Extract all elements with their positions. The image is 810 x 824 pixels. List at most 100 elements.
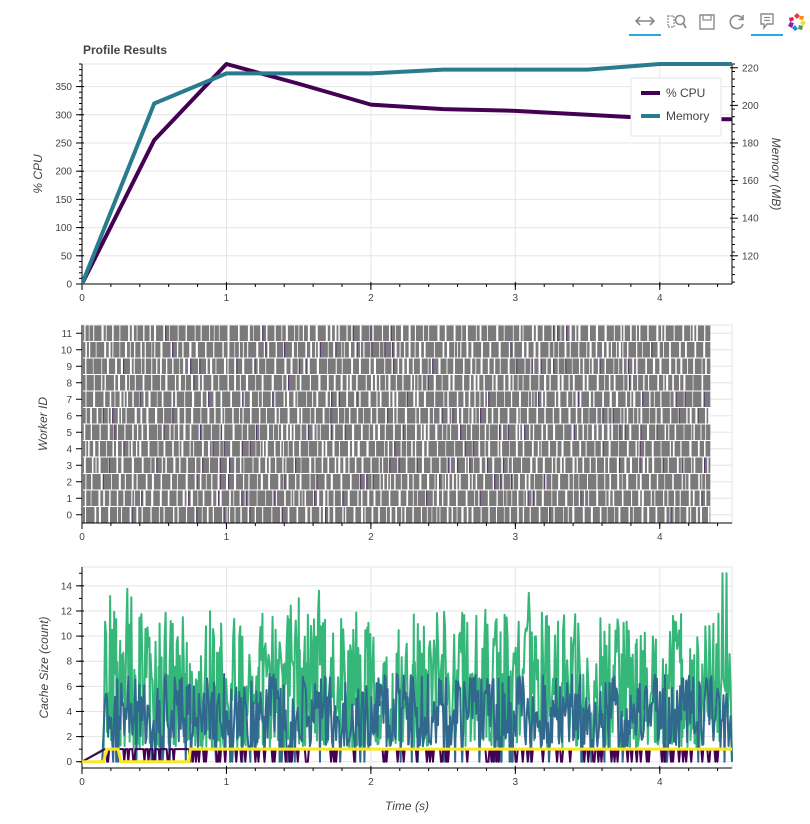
task-gap: [466, 325, 468, 341]
task-gap: [300, 424, 302, 440]
task-gap: [572, 507, 575, 523]
task-gap: [483, 375, 485, 391]
bokeh-logo-button[interactable]: [781, 8, 810, 36]
hover-tool-button[interactable]: [751, 8, 783, 36]
task-gap: [530, 391, 532, 407]
task-gap: [523, 490, 525, 506]
task-accent: [108, 457, 110, 473]
task-gap: [247, 342, 249, 358]
y-tick-label: 2: [66, 732, 72, 743]
task-gap: [404, 408, 408, 424]
task-gap: [400, 325, 404, 341]
task-gap: [293, 490, 295, 506]
task-gap: [593, 391, 595, 407]
task-gap: [479, 325, 482, 341]
task-gap: [604, 358, 606, 374]
task-gap: [315, 342, 317, 358]
task-accent: [241, 441, 243, 457]
task-gap: [427, 358, 429, 374]
save-tool-button[interactable]: [691, 8, 723, 36]
task-gap: [417, 375, 419, 391]
task-gap: [237, 325, 240, 341]
task-gap: [661, 325, 663, 341]
task-gap: [679, 507, 681, 523]
task-gap: [354, 457, 357, 473]
task-gap: [538, 358, 541, 374]
task-gap: [287, 408, 290, 424]
task-gap: [604, 474, 606, 490]
task-gap: [95, 342, 97, 358]
task-gap: [201, 441, 204, 457]
task-gap: [314, 457, 316, 473]
task-gap: [201, 375, 204, 391]
task-gap: [578, 474, 580, 490]
task-gap: [406, 441, 407, 457]
task-gap: [319, 507, 321, 523]
task-gap: [568, 474, 570, 490]
task-gap: [430, 457, 432, 473]
task-gap: [468, 474, 470, 490]
task-gap: [596, 490, 599, 506]
y2-tick-label: 200: [742, 101, 759, 112]
task-gap: [85, 474, 87, 490]
task-gap: [511, 457, 513, 473]
task-gap: [154, 342, 156, 358]
task-gap: [609, 474, 612, 490]
x-tick-label: 3: [513, 532, 519, 543]
task-gap: [272, 490, 274, 506]
task-gap: [618, 441, 619, 457]
task-gap: [416, 391, 419, 407]
task-gap: [318, 375, 321, 391]
task-gap: [260, 441, 261, 457]
task-gap: [275, 457, 277, 473]
x-axis-label: Time (s): [385, 799, 429, 813]
task-gap: [93, 325, 95, 341]
pan-tool-button[interactable]: [629, 8, 661, 36]
task-gap: [104, 375, 106, 391]
task-gap: [396, 408, 398, 424]
task-accent: [245, 490, 247, 506]
task-gap: [615, 391, 619, 407]
task-accent: [486, 457, 489, 473]
task-gap: [330, 474, 333, 490]
task-gap: [131, 325, 134, 341]
task-accent: [102, 408, 104, 424]
box-zoom-tool-button[interactable]: [661, 8, 693, 36]
task-gap: [446, 358, 448, 374]
task-gap: [373, 358, 377, 374]
task-gap: [452, 375, 455, 391]
task-gap: [317, 342, 320, 358]
task-gap: [522, 424, 525, 440]
task-gap: [673, 507, 675, 523]
y-tick-label: 7: [66, 395, 72, 406]
task-gap: [660, 408, 663, 424]
task-gap: [471, 342, 474, 358]
x-tick-label: 1: [224, 293, 230, 304]
task-gap: [680, 358, 683, 374]
task-gap: [101, 325, 104, 341]
legend-label: % CPU: [666, 86, 705, 100]
task-accent: [236, 358, 238, 374]
task-gap: [90, 490, 92, 506]
task-gap: [648, 375, 650, 391]
reset-tool-button[interactable]: [721, 8, 753, 36]
task-gap: [142, 375, 145, 391]
task-gap: [532, 424, 535, 440]
task-gap: [466, 342, 469, 358]
task-gap: [425, 490, 427, 506]
task-gap: [537, 441, 540, 457]
task-gap: [588, 490, 590, 506]
task-gap: [88, 441, 90, 457]
task-gap: [414, 342, 416, 358]
task-gap: [664, 474, 666, 490]
task-accent: [537, 391, 540, 407]
task-gap: [471, 507, 474, 523]
task-gap: [559, 408, 562, 424]
task-gap: [317, 490, 320, 506]
task-gap: [442, 490, 444, 506]
task-gap: [623, 408, 625, 424]
task-gap: [474, 391, 476, 407]
task-accent: [196, 507, 198, 523]
task-gap: [256, 490, 258, 506]
task-gap: [584, 490, 586, 506]
